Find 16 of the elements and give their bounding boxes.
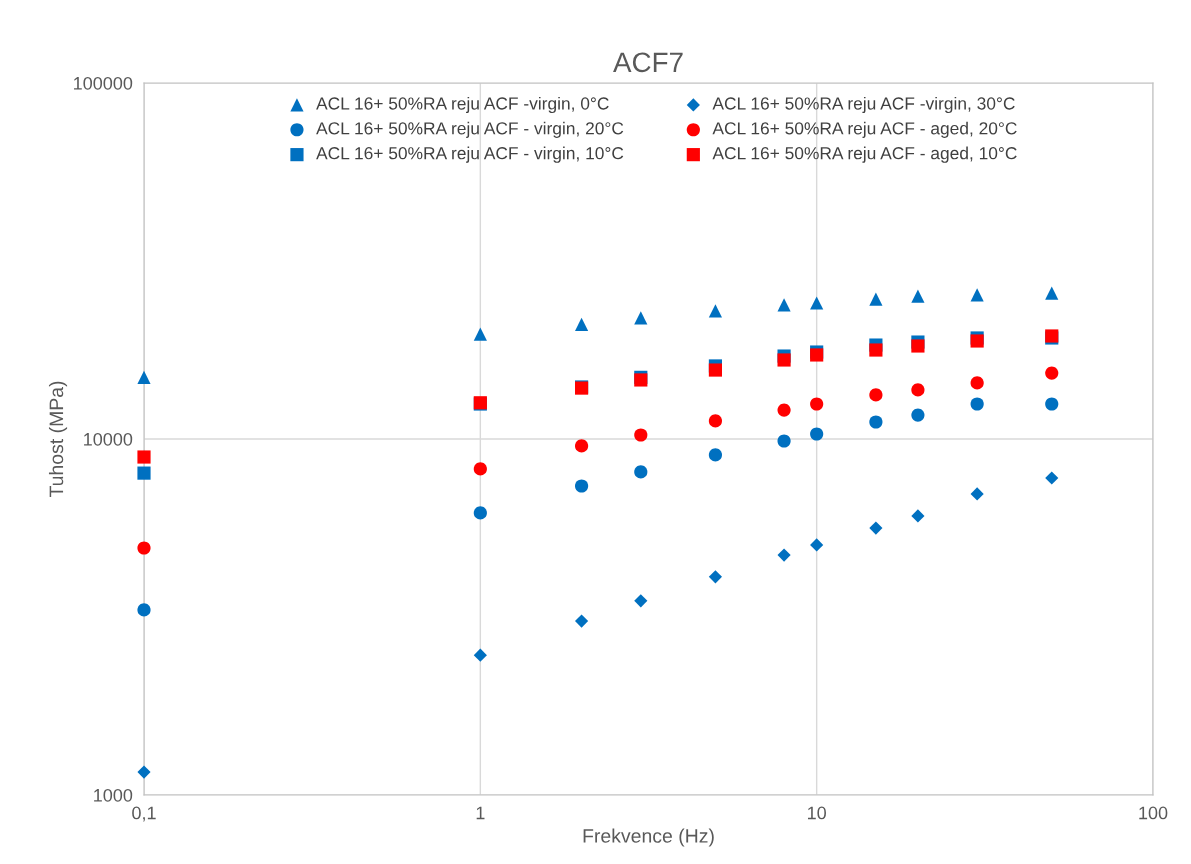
x-tick-label: 1	[476, 806, 485, 820]
x-tick-label: 10	[808, 806, 826, 820]
legend-label: ACL 16+ 50%RA reju ACF - virgin, 20°C	[316, 121, 624, 138]
legend-label: ACL 16+ 50%RA reju ACF -virgin, 0°C	[316, 96, 609, 114]
x-axis-title: Frekvence (Hz)	[583, 828, 714, 847]
y-tick-label: 10000	[84, 432, 133, 446]
legend-label: ACL 16+ 50%RA reju ACF - aged, 10°C	[712, 146, 1017, 163]
y-axis-title: Tuhost (MPa)	[48, 381, 68, 498]
x-tick-label: 0,1	[132, 806, 156, 822]
y-tick-label: 1000	[94, 788, 133, 802]
legend-label: ACL 16+ 50%RA reju ACF -virgin, 30°C	[712, 96, 1015, 114]
y-tick-label: 100000	[74, 76, 133, 90]
legend-label: ACL 16+ 50%RA reju ACF - virgin, 10°C	[316, 146, 624, 163]
legend-label: ACL 16+ 50%RA reju ACF - aged, 20°C	[712, 121, 1017, 138]
chart-title: ACF7	[613, 52, 683, 73]
x-tick-label: 100	[1139, 806, 1168, 820]
